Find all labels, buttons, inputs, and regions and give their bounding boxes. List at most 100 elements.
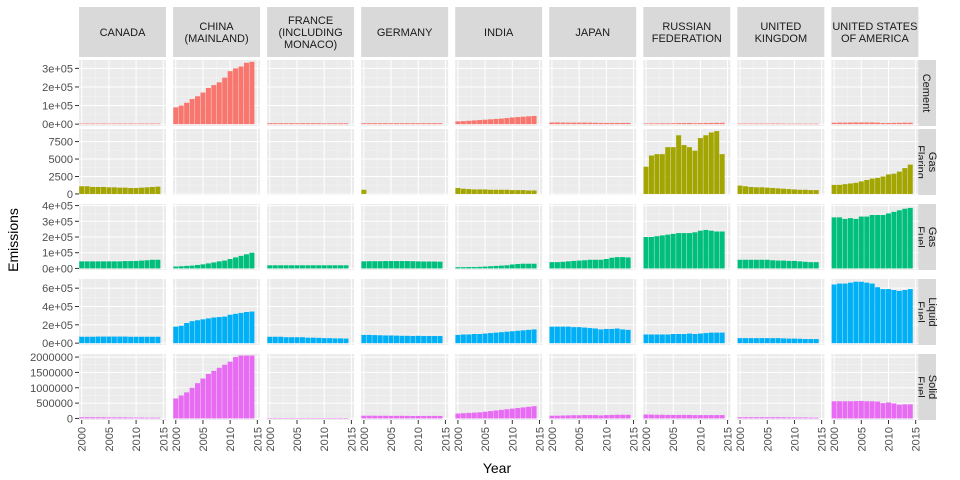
bar (681, 233, 687, 269)
strip-label: INDIA (484, 27, 514, 39)
bar (195, 96, 201, 125)
bar (614, 328, 620, 344)
bar (106, 187, 112, 194)
bar (305, 337, 311, 344)
bar (149, 259, 155, 269)
bar (531, 115, 537, 125)
bar (133, 260, 139, 269)
bar (891, 211, 897, 269)
bar (227, 314, 233, 344)
bar (786, 260, 792, 269)
bar (659, 123, 665, 125)
bar (692, 123, 698, 125)
bar (377, 335, 383, 344)
bar (869, 215, 875, 269)
bar (837, 122, 843, 125)
bar (361, 415, 367, 419)
bar (178, 266, 184, 269)
bar (128, 261, 134, 269)
bar (648, 414, 654, 419)
bar (139, 187, 145, 194)
panel-gas-fuel-germany (361, 204, 449, 270)
y-tick-label: 3e+05 (42, 63, 73, 75)
bar (576, 122, 582, 125)
bar (466, 412, 472, 419)
bar (100, 123, 106, 125)
bar (902, 168, 908, 194)
bar (144, 187, 150, 194)
x-tick-label: 2015 (629, 427, 641, 451)
bar (377, 261, 383, 269)
bar (327, 265, 333, 269)
bar (200, 264, 206, 269)
bar (410, 261, 416, 269)
bar (764, 338, 770, 344)
bar (267, 336, 273, 344)
bar (316, 418, 322, 419)
panel-gas-fuel-canada (79, 204, 166, 270)
bar (791, 260, 797, 269)
bar (592, 328, 598, 344)
bar (294, 418, 300, 419)
facet-strip-united-kingdom: UNITED KINGDOM (737, 7, 825, 57)
bar (797, 338, 803, 344)
panel-cement-united-kingdom (737, 60, 825, 126)
bar (383, 335, 389, 344)
bar (598, 329, 604, 344)
bar (393, 415, 399, 419)
bar (482, 411, 488, 419)
bar (482, 119, 488, 125)
bar (869, 178, 875, 194)
bar (891, 290, 897, 344)
x-tick-label: 2000 (77, 427, 89, 451)
bar (471, 334, 477, 344)
panel-solid-fuel-united-kingdom (737, 354, 825, 420)
bar (278, 418, 284, 419)
bar (603, 122, 609, 125)
bar (614, 257, 620, 269)
y-tick-label: 6e+05 (42, 283, 73, 295)
bar (791, 123, 797, 125)
bar (243, 254, 249, 269)
facet-strip-united-states-of-america: UNITED STATES OF AMERICA (831, 7, 919, 57)
bar (84, 336, 90, 344)
bar (294, 265, 300, 269)
bar (388, 415, 394, 419)
bar (184, 323, 190, 344)
bar (321, 123, 327, 125)
bar (620, 414, 626, 419)
bar (708, 132, 714, 194)
bar (289, 123, 295, 125)
bar (907, 289, 913, 344)
bar (737, 259, 743, 269)
bar (504, 409, 510, 419)
bar (122, 336, 128, 344)
strip-label: CANADA (100, 27, 147, 39)
bar (875, 401, 881, 419)
panel-solid-fuel-canada (79, 354, 166, 420)
bar (278, 265, 284, 269)
x-tick-label: 2005 (856, 427, 868, 451)
bar (743, 417, 749, 419)
bar (808, 123, 814, 125)
bar (84, 417, 90, 419)
bar (437, 336, 443, 344)
bar (853, 218, 859, 269)
bar (173, 326, 179, 344)
bar (748, 259, 754, 269)
panel-cement-germany (361, 60, 449, 126)
bar (582, 260, 588, 269)
bar (155, 259, 161, 269)
bar (665, 414, 671, 419)
bar (842, 401, 848, 419)
bar (122, 187, 128, 194)
bar (560, 122, 566, 125)
bar (299, 337, 305, 344)
panel-cement-canada (79, 60, 166, 126)
bar (714, 332, 720, 344)
bar (692, 415, 698, 419)
y-tick-label: 1e+05 (42, 248, 73, 260)
bar (681, 123, 687, 125)
bar (100, 417, 106, 419)
bar (587, 259, 593, 269)
